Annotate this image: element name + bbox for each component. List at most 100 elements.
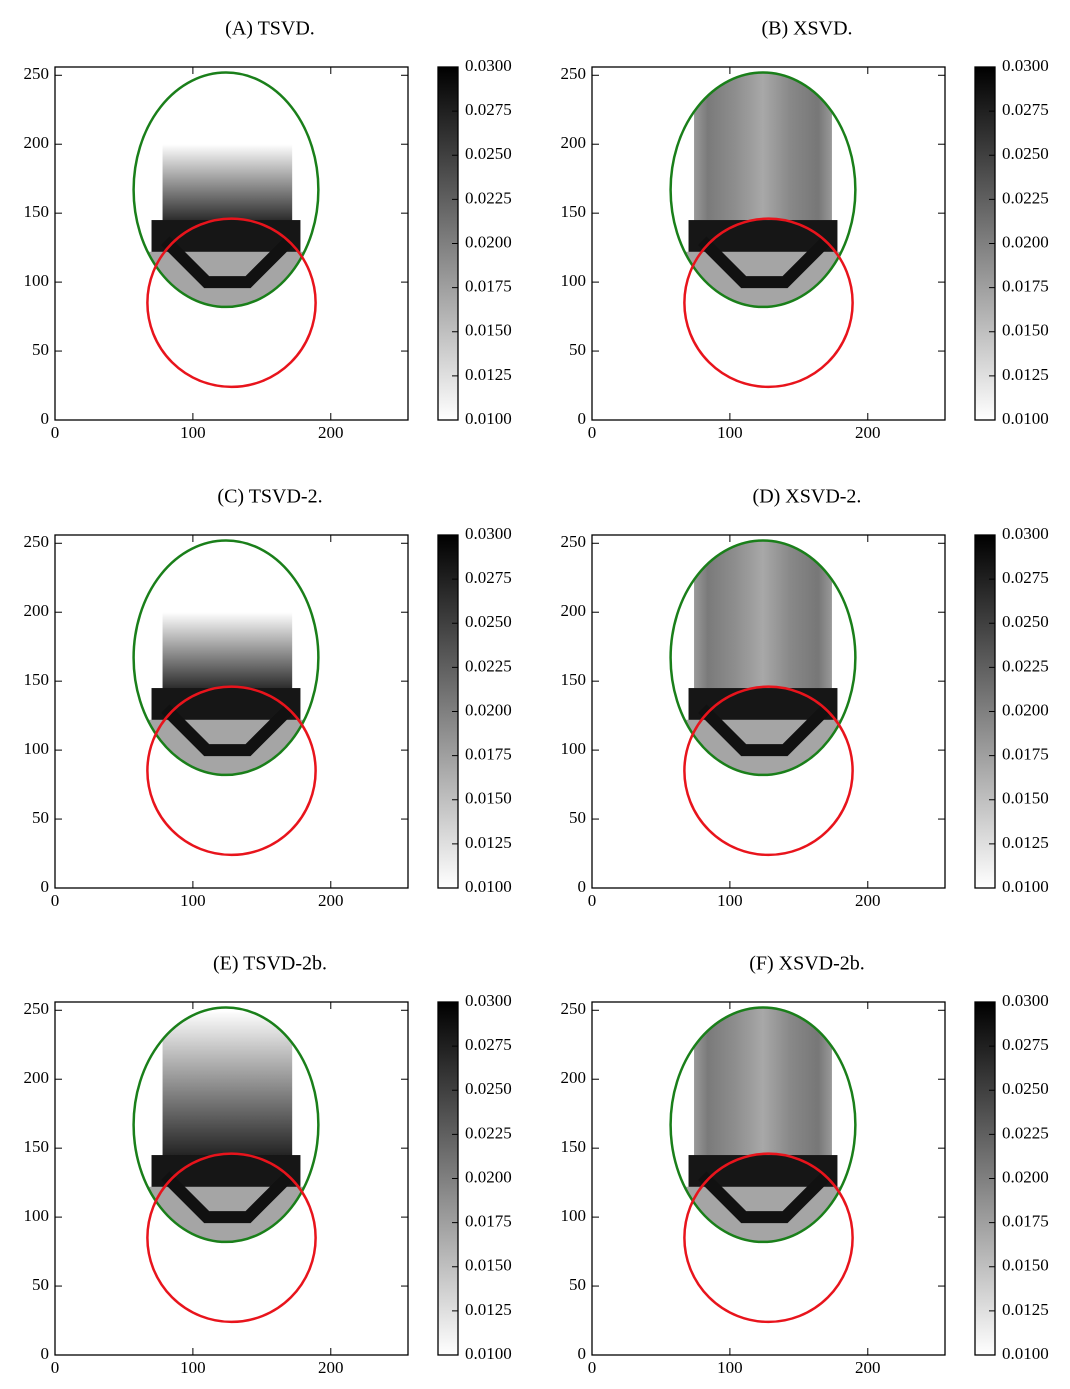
panel: (A) TSVD. 0 100 200 0 50 100 150 200 250 0.0100 0.0… (24, 18, 512, 442)
support-circle (146, 685, 317, 857)
colorbar-tick-label: 0.0300 (465, 56, 512, 75)
y-tick-label: 50 (569, 1275, 586, 1294)
y-tick-label: 100 (24, 271, 50, 290)
colorbar-tick-label: 0.0175 (465, 1212, 512, 1231)
x-tick-label: 200 (318, 423, 344, 442)
support-ellipse (132, 539, 320, 777)
colorbar-tick-label: 0.0175 (1002, 745, 1049, 764)
panel: (C) TSVD-2. 0 100 200 0 50 100 150 200 250 0.0100 0… (24, 486, 512, 910)
colorbar-tick-label: 0.0225 (1002, 656, 1049, 675)
y-tick-label: 100 (24, 739, 50, 758)
image (137, 1010, 317, 1242)
colorbar-tick-label: 0.0225 (1002, 1123, 1049, 1142)
x-tick-label: 100 (180, 1358, 206, 1377)
colorbar-tick-label: 0.0250 (465, 1079, 512, 1098)
x-tick-label: 100 (180, 891, 206, 910)
support-ellipse (669, 539, 857, 777)
colorbar-tick-label: 0.0200 (1002, 1167, 1049, 1186)
axes-frame (54, 534, 409, 889)
colorbar-tick-label: 0.0300 (1002, 991, 1049, 1010)
colorbar-tick-label: 0.0250 (465, 612, 512, 631)
y-tick-label: 150 (561, 202, 587, 221)
y-tick-label: 100 (561, 1206, 587, 1225)
y-tick-label: 0 (41, 409, 50, 428)
image-region (162, 612, 293, 695)
image-region (161, 1171, 294, 1224)
panel: (B) XSVD. 0 100 200 0 50 100 150 200 250 0.0100 0.0… (561, 18, 1049, 442)
colorbar-tick-label: 0.0200 (1002, 232, 1049, 251)
colorbar-tick-label: 0.0150 (1002, 789, 1049, 808)
colorbar-tick-label: 0.0275 (1002, 568, 1049, 587)
y-tick-label: 0 (578, 409, 587, 428)
y-tick-label: 150 (561, 670, 587, 689)
colorbar-tick-label: 0.0100 (1002, 1344, 1049, 1363)
colorbar-tick-label: 0.0300 (465, 524, 512, 543)
y-tick-label: 150 (24, 202, 50, 221)
colorbar-tick-label: 0.0125 (465, 1300, 512, 1319)
image-region (694, 1007, 832, 1162)
support-ellipse (132, 71, 320, 309)
panel: (E) TSVD-2b. 0 100 200 0 50 100 150 200 250 0.0100… (24, 953, 512, 1377)
support-circle (146, 1152, 317, 1324)
colorbar-tick-label: 0.0275 (465, 100, 512, 119)
axes-frame (591, 1001, 946, 1356)
image (137, 612, 317, 775)
colorbar-tick-label: 0.0250 (465, 144, 512, 163)
axes-frame (591, 66, 946, 421)
colorbar-tick-label: 0.0125 (1002, 833, 1049, 852)
colorbar-tick-label: 0.0250 (1002, 612, 1049, 631)
x-tick-label: 0 (51, 423, 60, 442)
image-region (698, 704, 831, 757)
y-tick-label: 250 (24, 999, 50, 1018)
colorbar-tick-label: 0.0175 (1002, 1212, 1049, 1231)
colorbar-tick-label: 0.0200 (465, 232, 512, 251)
axes-frame (54, 66, 409, 421)
colorbar-tick-label: 0.0225 (465, 1123, 512, 1142)
panel: (D) XSVD-2. 0 100 200 0 50 100 150 200 250 0.0100 0… (561, 486, 1049, 910)
y-tick-label: 50 (569, 340, 586, 359)
axes-frame (591, 534, 946, 889)
axes-frame (54, 1001, 409, 1356)
colorbar-tick-label: 0.0175 (1002, 277, 1049, 296)
y-tick-label: 250 (24, 64, 50, 83)
panel-title: (B) XSVD. (761, 18, 852, 40)
y-tick-label: 0 (578, 1344, 587, 1363)
colorbar-tick-label: 0.0200 (465, 700, 512, 719)
y-tick-label: 0 (41, 1344, 50, 1363)
y-tick-label: 50 (32, 340, 49, 359)
x-tick-label: 200 (855, 423, 881, 442)
panel-title: (A) TSVD. (225, 18, 315, 40)
y-tick-label: 0 (41, 877, 50, 896)
support-ellipse (132, 1006, 320, 1244)
support-ellipse (669, 1006, 857, 1244)
y-tick-label: 200 (561, 1068, 587, 1087)
x-tick-label: 100 (717, 891, 743, 910)
y-tick-label: 150 (24, 670, 50, 689)
colorbar-tick-label: 0.0275 (1002, 100, 1049, 119)
colorbar-tick-label: 0.0300 (465, 991, 512, 1010)
y-tick-label: 50 (569, 808, 586, 827)
image-region (162, 144, 293, 227)
colorbar-tick-label: 0.0225 (465, 656, 512, 675)
colorbar-tick-label: 0.0200 (1002, 700, 1049, 719)
image-region (698, 1171, 831, 1224)
colorbar-tick-label: 0.0150 (465, 321, 512, 340)
support-circle (683, 217, 854, 389)
support-ellipse (669, 71, 857, 309)
colorbar-tick-label: 0.0175 (465, 277, 512, 296)
image-region (162, 1010, 293, 1162)
colorbar-tick-label: 0.0100 (1002, 877, 1049, 896)
image-region (694, 540, 832, 695)
colorbar-tick-label: 0.0150 (465, 789, 512, 808)
colorbar-tick-label: 0.0250 (1002, 1079, 1049, 1098)
x-tick-label: 0 (588, 423, 597, 442)
colorbar-tick-label: 0.0275 (465, 568, 512, 587)
panel-title: (C) TSVD-2. (217, 486, 322, 508)
colorbar-tick-label: 0.0125 (465, 833, 512, 852)
x-tick-label: 100 (717, 423, 743, 442)
y-tick-label: 250 (561, 64, 587, 83)
support-circle (683, 685, 854, 857)
panel: (F) XSVD-2b. 0 100 200 0 50 100 150 200 250 0.0100… (561, 953, 1049, 1377)
image-region (161, 704, 294, 757)
